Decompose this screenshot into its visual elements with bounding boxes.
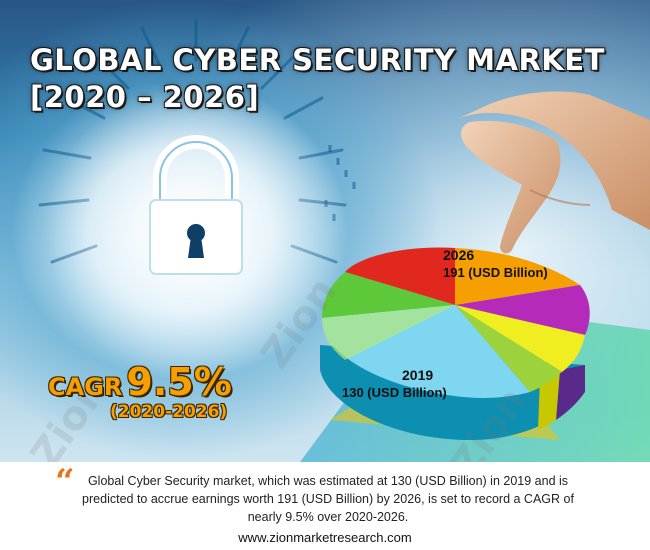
summary-text: Global Cyber Security market, which was … (82, 474, 574, 524)
cagr-value: 9.5% (126, 360, 232, 404)
pie-side-purple (556, 365, 585, 420)
pie-slice-green-light (322, 305, 455, 360)
annotation-value: 191 (USD Billion) (443, 265, 548, 280)
quote-icon: “ (55, 462, 75, 502)
title-line-2: [2020 – 2026] (30, 80, 260, 114)
pie-slice-yellow (455, 305, 585, 372)
pie-slice-orange (455, 248, 580, 305)
pie-slice-magenta (455, 285, 590, 335)
cagr-block: CAGR 9.5% (2020-2026) (48, 360, 298, 422)
cagr-label: CAGR (48, 373, 123, 401)
title-line-1: GLOBAL CYBER SECURITY MARKET (30, 43, 605, 77)
annotation-value: 130 (USD Billion) (342, 385, 447, 400)
pie-slice-red (345, 247, 455, 305)
annotation-2026: 2026 191 (USD Billion) (443, 247, 548, 281)
annotation-year: 2019 (402, 367, 434, 383)
pointing-hand-icon (455, 91, 650, 254)
hero-banner: Zion Zion Zion GLOBAL CYBER SECURITY MAR… (0, 0, 650, 462)
pie-slice-green (322, 272, 455, 318)
padlock-icon (149, 135, 243, 275)
hero-artwork (38, 18, 650, 462)
pie-chart (320, 247, 590, 440)
annotation-year: 2026 (443, 247, 475, 263)
website-url[interactable]: www.zionmarketresearch.com (238, 530, 412, 545)
cagr-period: (2020-2026) (110, 402, 228, 422)
page-title: GLOBAL CYBER SECURITY MARKET [2020 – 202… (30, 42, 605, 116)
pie-slice-lime (455, 305, 562, 392)
annotation-2019: 2019 130 (USD Billion) (342, 367, 447, 401)
